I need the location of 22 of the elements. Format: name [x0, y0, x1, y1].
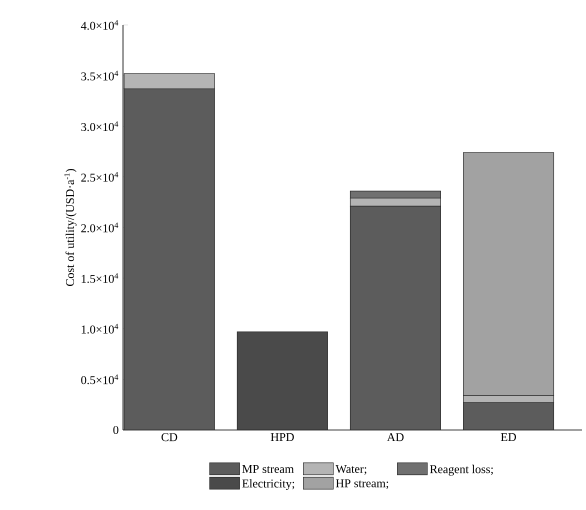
legend-label: Water; [336, 465, 366, 475]
y-tick-label: 2.0×10$^{4}$ [81, 222, 118, 232]
y-tick-label: 3.0×10$^{4}$ [81, 121, 118, 132]
legend-label: MP stream [242, 465, 294, 473]
bar [124, 88, 215, 430]
x-tick-label: CD [162, 433, 178, 442]
y-tick-label: 0 [113, 426, 118, 434]
x-tick-label: AD [386, 433, 404, 442]
y-tick-label: 4.0×10$^{4}$ [80, 20, 118, 30]
legend-label: Reagent loss; [430, 464, 493, 476]
y-tick-label: 3.5×10$^{4}$ [81, 70, 118, 80]
legend-label: Electricity; [242, 479, 294, 490]
y-axis-title: Cost of utility/(USD·a$^{-1}$) [64, 168, 77, 286]
x-tick-label: ED [500, 433, 516, 442]
y-tick-label: 1.0×10$^{4}$ [82, 324, 118, 334]
x-tick-label: HPD [270, 433, 294, 442]
bar [463, 402, 554, 430]
bar [350, 206, 441, 430]
y-tick-label: 1.5×10$^{4}$ [82, 273, 118, 283]
y-tick-label: 2.5×10$^{4}$ [81, 172, 118, 182]
y-tick-label: 0.5×10$^{4}$ [81, 374, 118, 384]
legend-label: HP stream; [336, 479, 388, 490]
